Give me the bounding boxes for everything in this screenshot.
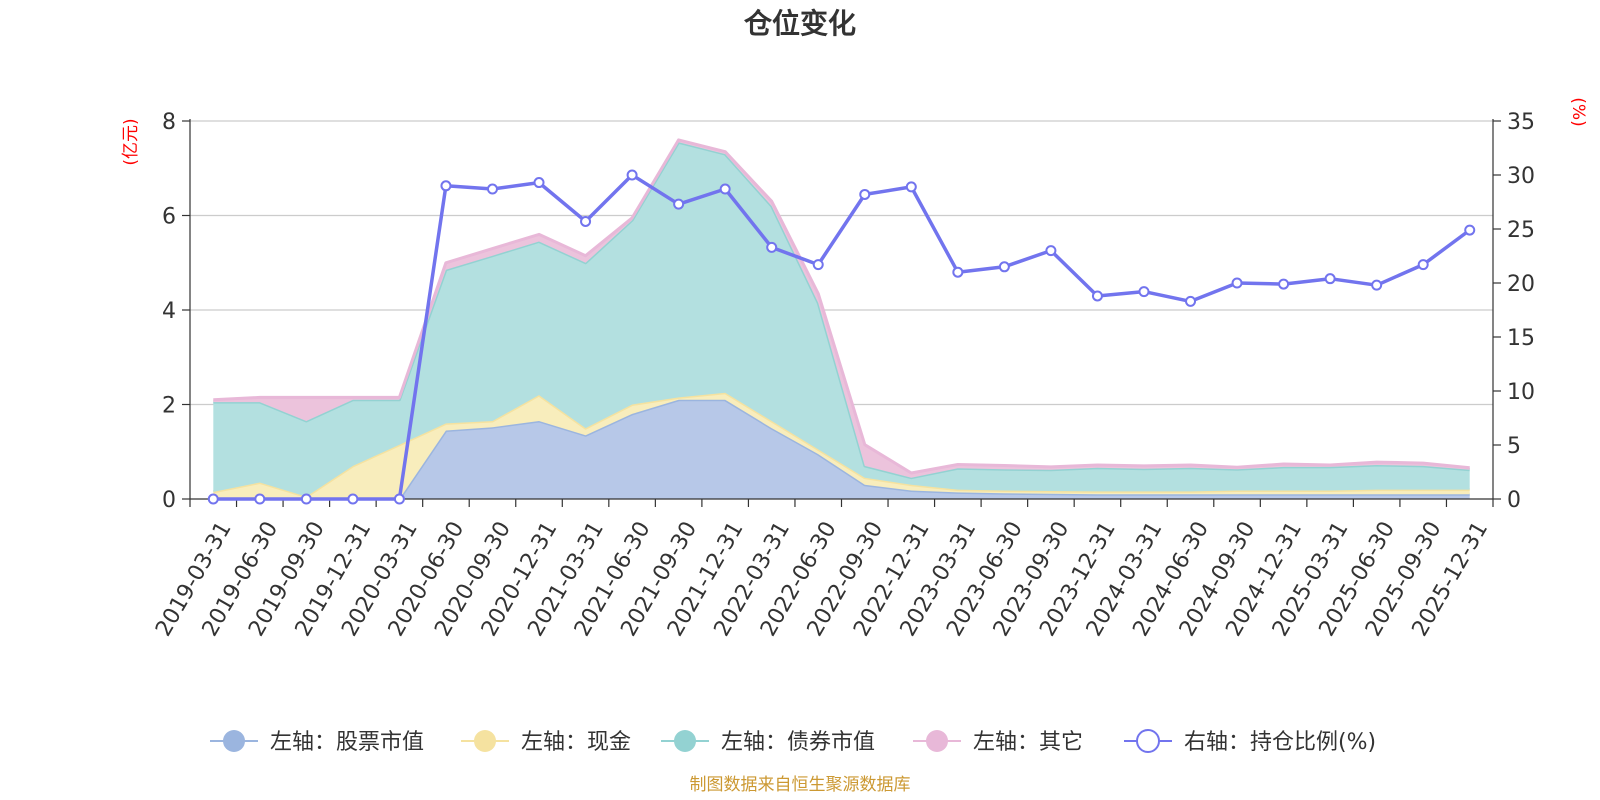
area-左轴：债券市值	[213, 142, 1470, 497]
ratio-line	[207, 169, 1476, 505]
ratio-point	[812, 259, 824, 271]
ratio-point	[1185, 295, 1197, 307]
ratio-point	[1138, 286, 1150, 298]
legend-marker-icon	[223, 730, 245, 752]
ratio-point	[859, 188, 871, 200]
ratio-point	[952, 266, 964, 278]
right-tick-label: 25	[1507, 218, 1535, 243]
left-tick-label: 4	[162, 299, 176, 324]
ratio-point	[393, 493, 405, 505]
ratio-point	[1371, 279, 1383, 291]
area-左轴：股票市值	[213, 399, 1470, 499]
ratio-point	[1324, 273, 1336, 285]
area-edge-左轴：其它	[213, 138, 1470, 475]
ratio-point	[998, 261, 1010, 273]
legend-label: 右轴：持仓比例(%)	[1184, 730, 1376, 755]
ratio-point	[1464, 224, 1476, 236]
ratio-point	[580, 215, 592, 227]
left-tick-label: 6	[162, 205, 176, 230]
ratio-point	[673, 198, 685, 210]
right-tick-label: 30	[1507, 164, 1535, 189]
legend-marker-icon	[926, 730, 948, 752]
ratio-point	[1278, 278, 1290, 290]
ratio-point	[626, 169, 638, 181]
ratio-point	[905, 181, 917, 193]
ratio-point	[300, 493, 312, 505]
ratio-point	[254, 493, 266, 505]
ratio-point	[1417, 259, 1429, 271]
legend-marker-icon	[474, 730, 496, 752]
legend-label: 左轴：股票市值	[270, 730, 424, 755]
legend-label: 左轴：现金	[521, 730, 631, 755]
ratio-point	[207, 493, 219, 505]
left-axis-unit: (亿元)	[121, 118, 141, 165]
legend-marker-icon	[1136, 729, 1160, 753]
ratio-point	[1231, 277, 1243, 289]
right-axis-unit: (%)	[1568, 97, 1588, 126]
left-tick-label: 2	[162, 394, 176, 419]
legend: 左轴：股票市值 左轴：现金 左轴：债券市值 左轴：其它 右轴：持仓比例(%)	[210, 729, 1376, 755]
ratio-point	[440, 180, 452, 192]
area-左轴：现金	[213, 392, 1470, 499]
right-tick-label: 10	[1507, 380, 1535, 405]
left-tick-label: 0	[162, 488, 176, 513]
source-note: 制图数据来自恒生聚源数据库	[690, 775, 911, 795]
ratio-point	[1091, 290, 1103, 302]
ratio-point	[1045, 245, 1057, 257]
line-右轴：持仓比例(%)	[213, 173, 1471, 501]
right-tick-label: 35	[1507, 110, 1535, 135]
right-tick-label: 15	[1507, 326, 1535, 351]
chart-title: 仓位变化	[744, 7, 856, 40]
legend-marker-icon	[674, 730, 696, 752]
legend-label: 左轴：其它	[973, 730, 1083, 755]
right-tick-label: 20	[1507, 272, 1535, 297]
ratio-point	[347, 493, 359, 505]
right-tick-label: 0	[1507, 488, 1521, 513]
ratio-point	[486, 183, 498, 195]
left-tick-label: 8	[162, 110, 176, 135]
stacked-areas	[213, 138, 1470, 501]
legend-label: 左轴：债券市值	[721, 730, 875, 755]
gridlines	[190, 120, 1493, 406]
ratio-point	[533, 177, 545, 189]
ratio-point	[719, 183, 731, 195]
ratio-point	[766, 241, 778, 253]
right-tick-label: 5	[1507, 434, 1521, 459]
